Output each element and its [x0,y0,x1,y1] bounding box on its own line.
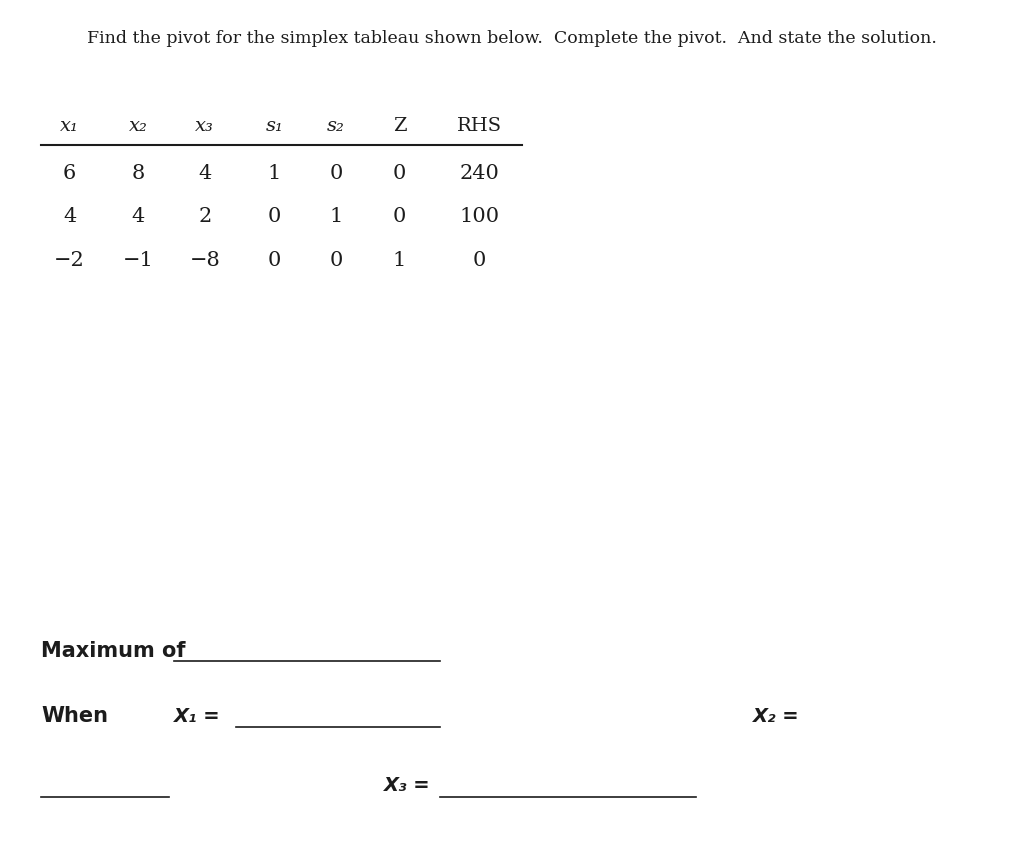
Text: s₂: s₂ [327,117,345,135]
Text: X₁ =: X₁ = [174,707,221,726]
Text: 0: 0 [392,207,407,227]
Text: X₂ =: X₂ = [753,707,800,726]
Text: 6: 6 [63,164,76,183]
Text: 0: 0 [267,207,282,227]
Text: 4: 4 [132,207,144,227]
Text: X₃ =: X₃ = [384,776,431,795]
Text: x₃: x₃ [196,117,214,135]
Text: 1: 1 [267,164,282,183]
Text: When: When [41,706,108,727]
Text: RHS: RHS [457,117,502,135]
Text: −2: −2 [54,251,85,270]
Text: 0: 0 [392,164,407,183]
Text: Z: Z [392,117,407,135]
Text: 2: 2 [199,207,211,227]
Text: x₁: x₁ [60,117,79,135]
Text: 0: 0 [472,251,486,270]
Text: 0: 0 [329,164,343,183]
Text: 0: 0 [267,251,282,270]
Text: Maximum of: Maximum of [41,641,185,661]
Text: 240: 240 [460,164,499,183]
Text: 1: 1 [392,251,407,270]
Text: 8: 8 [132,164,144,183]
Text: 0: 0 [329,251,343,270]
Text: −1: −1 [123,251,154,270]
Text: 4: 4 [63,207,76,227]
Text: 1: 1 [329,207,343,227]
Text: 4: 4 [199,164,211,183]
Text: −8: −8 [189,251,220,270]
Text: Find the pivot for the simplex tableau shown below.  Complete the pivot.  And st: Find the pivot for the simplex tableau s… [87,30,937,48]
Text: x₂: x₂ [129,117,147,135]
Text: s₁: s₁ [265,117,284,135]
Text: 100: 100 [459,207,500,227]
